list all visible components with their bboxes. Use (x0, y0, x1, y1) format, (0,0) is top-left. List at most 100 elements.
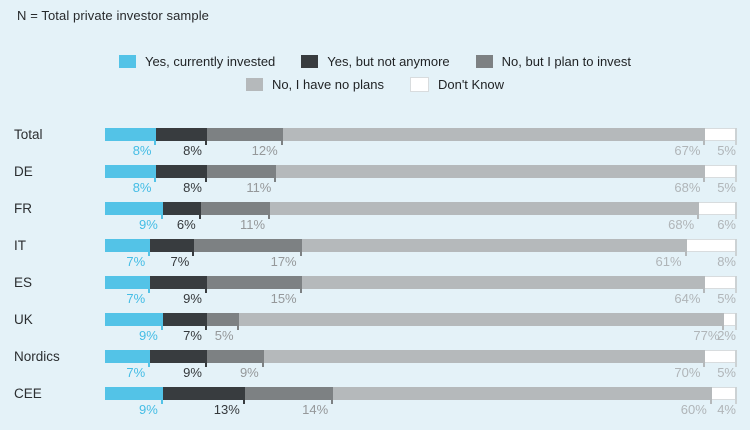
value-label-no-i-have-no-plans: 67% (674, 143, 701, 158)
segment-no-but-i-plan-to-invest (243, 387, 333, 400)
bar-end-tick (735, 202, 737, 219)
stacked-bar-it (105, 239, 736, 252)
segment-don-t-know (704, 128, 736, 141)
segment-no-i-have-no-plans (262, 350, 705, 363)
segment-tick (204, 276, 207, 293)
segment-don-t-know (685, 239, 736, 252)
bar-area-nordics: 7% 9% 9% 70% 5% (105, 350, 737, 380)
segment-don-t-know (698, 202, 736, 215)
segment-tick (154, 128, 157, 145)
legend-swatch-no-but-i-plan-to-invest (475, 55, 493, 68)
segment-tick (160, 313, 163, 330)
category-label-de: DE (14, 164, 33, 179)
legend-item-don-t-know: Don't Know (409, 77, 504, 92)
stacked-bar-uk (105, 313, 736, 326)
value-label-yes-but-not-anymore: 7% (170, 254, 190, 269)
value-label-yes-currently-invested: 7% (126, 254, 146, 269)
legend: Yes, currently invested Yes, but not anym… (0, 54, 750, 92)
stacked-bar-total (105, 128, 736, 141)
bar-area-fr: 9% 6% 11% 68% 6% (105, 202, 737, 232)
segment-tick (274, 165, 277, 182)
value-label-yes-currently-invested: 8% (132, 143, 152, 158)
segment-no-i-have-no-plans (269, 202, 699, 215)
category-label-total: Total (14, 127, 43, 142)
segment-no-i-have-no-plans (332, 387, 711, 400)
segment-don-t-know (704, 350, 736, 363)
segment-yes-but-not-anymore (149, 350, 206, 363)
segment-tick (204, 165, 207, 182)
value-label-no-but-i-plan-to-invest: 14% (302, 402, 329, 417)
segment-don-t-know (704, 165, 736, 178)
value-label-yes-but-not-anymore: 13% (213, 402, 240, 417)
value-label-yes-but-not-anymore: 7% (183, 328, 202, 343)
bar-end-tick (735, 387, 737, 404)
segment-tick (192, 239, 195, 256)
value-label-no-but-i-plan-to-invest: 5% (214, 328, 234, 343)
chart-row-it: IT 7% 7% 17% 61% 8% (0, 231, 750, 269)
segment-no-but-i-plan-to-invest (205, 350, 263, 363)
stacked-bar-nordics (105, 350, 736, 363)
segment-tick (299, 239, 302, 256)
bar-area-total: 8% 8% 12% 67% 5% (105, 128, 737, 158)
value-label-no-i-have-no-plans: 64% (674, 291, 701, 306)
segment-yes-currently-invested (105, 387, 162, 400)
value-label-yes-but-not-anymore: 6% (176, 217, 196, 232)
category-label-it: IT (14, 238, 26, 253)
segment-tick (204, 128, 207, 145)
legend-swatch-yes-but-not-anymore (301, 55, 319, 68)
segment-no-but-i-plan-to-invest (205, 128, 282, 141)
segment-no-i-have-no-plans (275, 165, 705, 178)
value-label-yes-currently-invested: 7% (126, 365, 146, 380)
segment-tick (160, 202, 163, 219)
value-label-yes-currently-invested: 7% (126, 291, 146, 306)
segment-tick (242, 387, 245, 404)
segment-yes-but-not-anymore (149, 276, 206, 289)
value-label-yes-currently-invested: 9% (139, 217, 158, 232)
bar-area-de: 8% 8% 11% 68% 5% (105, 165, 737, 195)
value-label-yes-but-not-anymore: 8% (183, 143, 202, 158)
legend-swatch-yes-currently-invested (118, 55, 136, 68)
value-label-don-t-know: 4% (717, 402, 736, 417)
segment-yes-currently-invested (105, 128, 156, 141)
segment-tick (268, 202, 271, 219)
segment-tick (261, 350, 264, 367)
segment-no-i-have-no-plans (300, 276, 705, 289)
chart-row-total: Total 8% 8% 12% 67% 5% (0, 120, 750, 158)
segment-no-but-i-plan-to-invest (205, 313, 238, 326)
segment-tick (204, 313, 207, 330)
value-label-don-t-know: 8% (717, 254, 736, 269)
segment-no-but-i-plan-to-invest (199, 202, 270, 215)
segment-yes-but-not-anymore (149, 239, 194, 252)
segment-tick (697, 202, 700, 219)
legend-label-no-but-i-plan-to-invest: No, but I plan to invest (501, 54, 632, 69)
segment-don-t-know (704, 276, 736, 289)
stacked-bar-cee (105, 387, 736, 400)
segment-tick (703, 350, 706, 367)
legend-row-1: Yes, currently invested Yes, but not anym… (118, 54, 632, 69)
value-label-yes-but-not-anymore: 8% (183, 180, 202, 195)
bar-area-uk: 9% 7% 5% 77% 2% (105, 313, 737, 343)
category-label-cee: CEE (14, 386, 42, 401)
bar-end-tick (735, 313, 737, 330)
segment-tick (280, 128, 283, 145)
segment-no-i-have-no-plans (237, 313, 724, 326)
category-label-fr: FR (14, 201, 32, 216)
legend-item-yes-currently-invested: Yes, currently invested (118, 54, 275, 69)
legend-label-yes-but-not-anymore: Yes, but not anymore (327, 54, 450, 69)
segment-yes-currently-invested (105, 350, 150, 363)
value-label-no-i-have-no-plans: 68% (674, 180, 701, 195)
value-label-no-but-i-plan-to-invest: 11% (240, 217, 266, 232)
value-label-don-t-know: 5% (717, 143, 736, 158)
value-label-don-t-know: 5% (717, 365, 736, 380)
segment-tick (236, 313, 239, 330)
segment-yes-but-not-anymore (161, 202, 200, 215)
value-label-don-t-know: 5% (717, 291, 736, 306)
segment-tick (709, 387, 712, 404)
segment-tick (148, 239, 151, 256)
category-label-es: ES (14, 275, 33, 290)
legend-swatch-no-i-have-no-plans (245, 78, 263, 91)
legend-label-no-i-have-no-plans: No, I have no plans (271, 77, 384, 92)
segment-yes-currently-invested (105, 313, 162, 326)
segment-tick (160, 387, 163, 404)
chart-row-uk: UK 9% 7% 5% 77% 2% (0, 305, 750, 343)
